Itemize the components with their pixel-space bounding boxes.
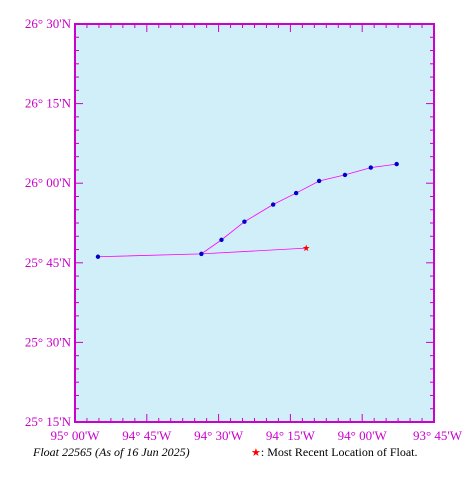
latitude-tick-label: 25° 45'N (25, 255, 72, 270)
legend-text: : Most Recent Location of Float. (260, 445, 418, 459)
float-track-points (95, 161, 399, 259)
longitude-tick-label: 94° 00'W (338, 428, 388, 443)
track-point (199, 251, 204, 257)
latitude-tick-label: 26° 15'N (25, 96, 72, 111)
latitude-tick-label: 26° 30'N (25, 16, 72, 31)
latitude-labels: 25° 15'N 25° 30'N 25° 45'N 26° 00'N 26° 15'N… (25, 16, 72, 429)
legend: ★: Most Recent Location of Float. (251, 445, 418, 460)
recent-location-star (302, 244, 310, 252)
plot-frame (74, 23, 435, 423)
track-point (242, 219, 247, 224)
track-point (342, 172, 348, 178)
track-point (394, 161, 399, 167)
longitude-tick-label: 94° 30'W (194, 428, 244, 443)
track-point (293, 190, 299, 196)
float-caption: Float 22565 (As of 16 Jun 2025) (33, 445, 190, 459)
star-icon: ★ (251, 447, 261, 459)
longitude-tick-label: 94° 15'W (266, 428, 316, 443)
float-track-line (97, 163, 397, 258)
ocean-area (75, 24, 434, 422)
most-recent-location-marker (302, 244, 310, 252)
longitude-labels: 95° 00'W 94° 45'W 94° 30'W 94° 15'W 94° 00'W… (50, 428, 462, 443)
longitude-tick-label: 95° 00'W (50, 428, 100, 443)
track-point (95, 254, 101, 259)
track-segment-to-recent (201, 247, 307, 255)
longitude-tick-label: 93° 45'W (413, 428, 463, 443)
longitude-tick-label: 94° 45'W (122, 428, 172, 443)
latitude-tick-label: 25° 30'N (25, 334, 72, 349)
track-point (316, 178, 322, 184)
track-point (219, 237, 224, 243)
track-point (368, 165, 374, 170)
latitude-tick-label: 25° 15'N (25, 414, 72, 429)
track-point (270, 202, 276, 207)
latitude-tick-label: 26° 00'N (25, 175, 72, 190)
